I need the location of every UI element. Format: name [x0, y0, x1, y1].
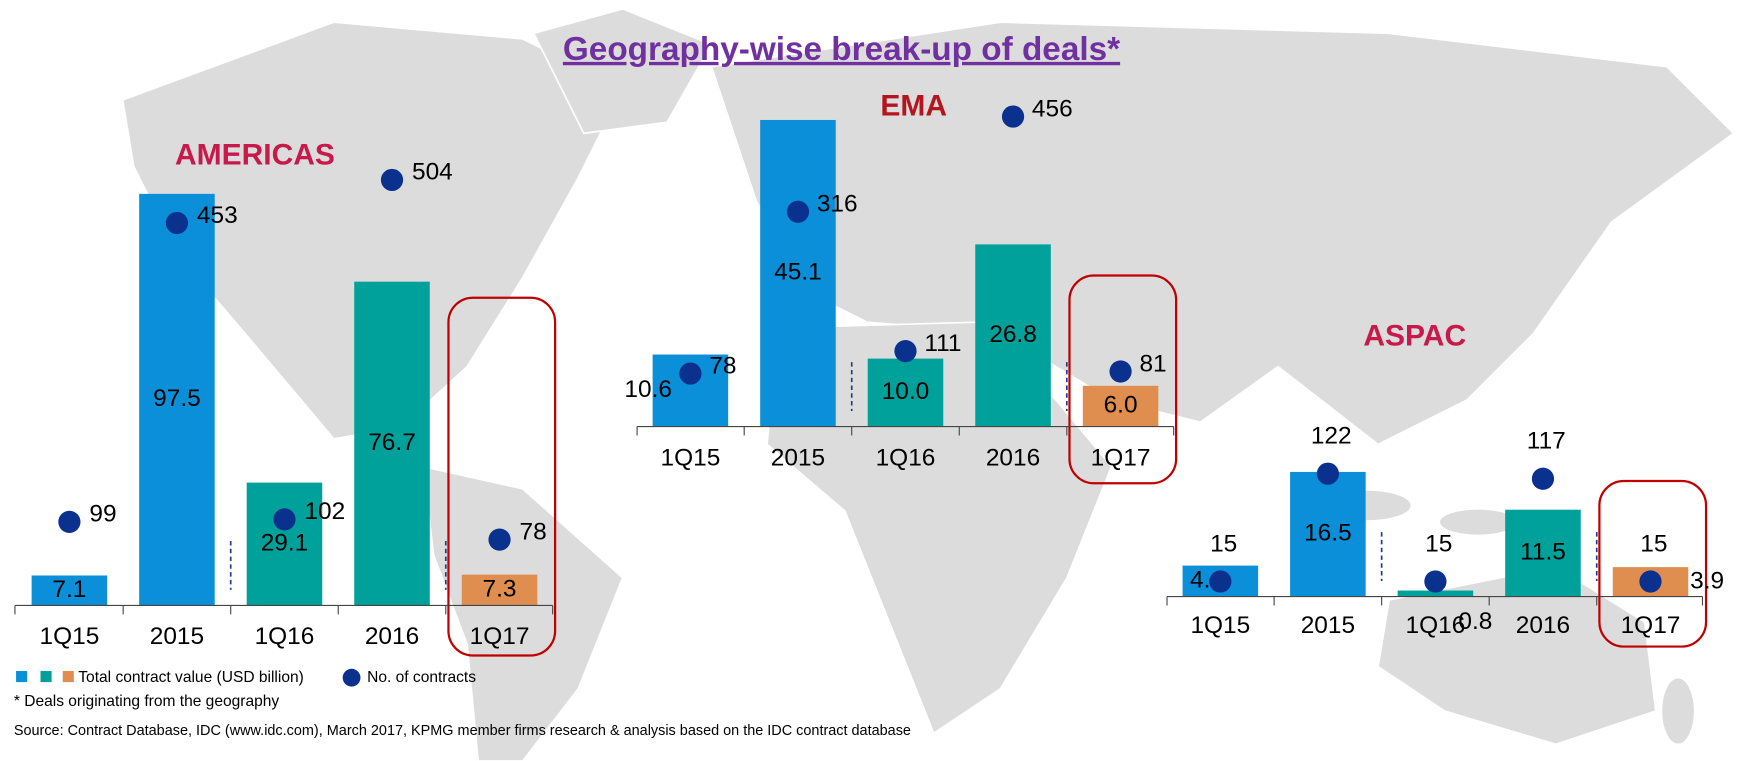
contract-dot: [488, 528, 511, 551]
bar-value-label: 11.5: [1520, 539, 1566, 566]
x-tick-label: 2016: [1516, 612, 1570, 639]
dot-value-label: 15: [1210, 530, 1237, 557]
dot-value-label: 78: [520, 518, 547, 545]
highlight-box: [447, 296, 557, 657]
contract-dot: [786, 200, 810, 223]
x-tick-label: 2016: [986, 444, 1040, 471]
bar-value-label: 29.1: [261, 529, 309, 556]
contract-dot: [1209, 570, 1232, 593]
dot-value-label: 122: [1311, 422, 1352, 449]
bar: [354, 281, 430, 606]
contract-dot: [1109, 360, 1132, 383]
highlight-box: [1598, 479, 1708, 648]
bar: [1505, 509, 1581, 597]
x-tick-label: 1Q15: [40, 623, 100, 650]
bar-value-label: 7.3: [483, 576, 517, 603]
contract-dot: [380, 168, 404, 192]
legend-label: No. of contracts: [367, 669, 476, 686]
legend-swatch: [16, 671, 28, 683]
x-tick-label: 1Q15: [661, 444, 721, 471]
bar-value-label: 26.8: [989, 321, 1037, 348]
bar-value-label: 97.5: [153, 385, 201, 412]
source: Source: Contract Database, IDC (www.idc.…: [14, 723, 911, 739]
footnote: * Deals originating from the geography: [14, 693, 280, 710]
islands: [1660, 676, 1696, 746]
legend-swatch: [40, 671, 52, 683]
legend: Total contract value (USD billion) No. o…: [16, 669, 476, 687]
dot-value-label: 81: [1139, 350, 1166, 377]
bar-value-label: 16.5: [1304, 520, 1352, 547]
bar: [867, 358, 944, 427]
bar-value-label: 10.0: [882, 378, 930, 405]
contract-dot: [679, 362, 702, 385]
x-tick-label: 1Q16: [255, 623, 315, 650]
x-tick-label: 1Q15: [1190, 612, 1250, 639]
dot-value-label: 456: [1032, 95, 1073, 122]
south-america: [421, 465, 624, 761]
bar-value-label: 10.6: [624, 376, 672, 403]
x-tick-label: 1Q17: [470, 623, 530, 650]
x-tick-label: 2015: [1301, 612, 1355, 639]
contract-dot: [165, 211, 189, 235]
legend-swatch: [62, 671, 74, 683]
contract-dot: [1316, 462, 1339, 485]
region-title: ASPAC: [1363, 320, 1466, 353]
dot-value-label: 117: [1527, 428, 1566, 455]
x-tick-label: 2015: [771, 444, 825, 471]
region-title: AMERICAS: [175, 139, 335, 172]
bar: [760, 119, 836, 427]
contract-dot: [1424, 570, 1447, 593]
dot-value-label: 453: [197, 202, 238, 229]
dot-value-label: 15: [1425, 530, 1452, 557]
legend-swatch: [342, 668, 361, 687]
dot-value-label: 316: [817, 191, 858, 218]
world-map: [121, 8, 1735, 761]
dot-value-label: 78: [709, 352, 736, 379]
contract-dot: [273, 508, 296, 531]
page-title: Geography-wise break-up of deals*: [563, 31, 1120, 68]
x-tick-label: 1Q17: [1091, 444, 1151, 471]
x-tick-label: 1Q17: [1621, 612, 1681, 639]
x-tick-label: 2016: [365, 623, 419, 650]
dot-value-label: 15: [1640, 530, 1667, 557]
bar: [975, 244, 1051, 427]
eurasia: [710, 21, 1735, 446]
highlight-box: [1068, 274, 1178, 485]
contract-dot: [58, 510, 81, 533]
contract-dot: [1531, 467, 1555, 490]
bar-value-label: 3.9: [1690, 567, 1724, 594]
bar-value-label: 7.1: [52, 576, 86, 603]
bar: [461, 574, 538, 606]
legend-label: Total contract value (USD billion): [78, 669, 304, 686]
bar-value-label: 45.1: [774, 259, 822, 286]
greenland: [532, 8, 713, 135]
region-title: EMA: [880, 90, 947, 123]
x-tick-label: 2015: [150, 623, 204, 650]
contract-dot: [1001, 105, 1025, 128]
x-tick-label: 1Q16: [876, 444, 936, 471]
dot-value-label: 99: [89, 501, 116, 528]
contract-dot: [1639, 570, 1662, 593]
contract-dot: [894, 340, 917, 363]
bar: [246, 482, 323, 606]
bar: [1397, 590, 1474, 597]
dot-value-label: 111: [924, 330, 961, 357]
bar: [1082, 385, 1159, 427]
bar-value-label: 0.8: [1458, 608, 1492, 635]
bar: [1290, 471, 1366, 597]
x-tick-label: 1Q16: [1406, 612, 1466, 639]
bar-value-label: 76.7: [368, 429, 416, 456]
bar-value-label: 6.0: [1104, 392, 1138, 419]
dot-value-label: 102: [304, 498, 345, 525]
dot-value-label: 504: [412, 159, 453, 186]
bar: [31, 575, 108, 606]
bar: [139, 193, 215, 606]
